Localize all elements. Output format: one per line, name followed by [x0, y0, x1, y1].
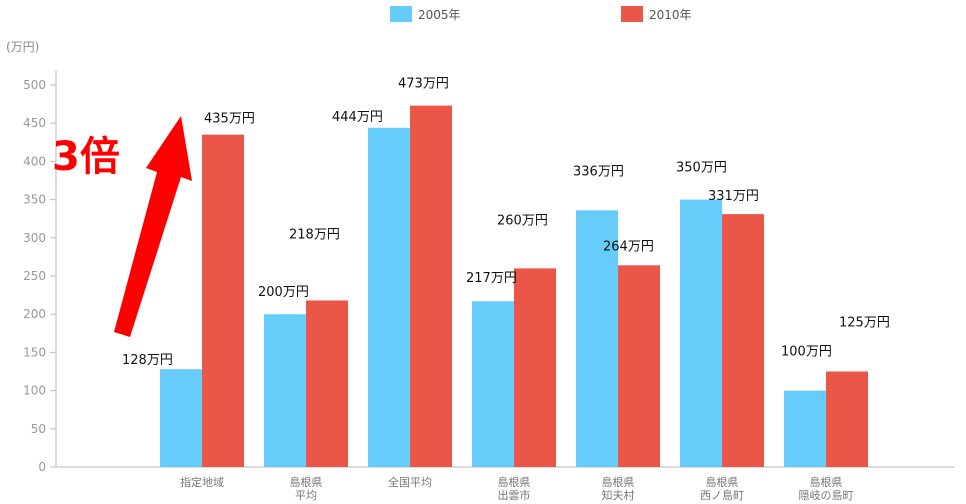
- x-tick-label: 隠岐の島町: [799, 488, 854, 502]
- data-label: 128万円: [122, 353, 173, 368]
- data-label: 200万円: [258, 285, 309, 300]
- x-tick-label: 島根県: [706, 475, 739, 489]
- bar-2005: [680, 199, 722, 467]
- bar-2005: [576, 210, 618, 467]
- y-tick-label: 0: [38, 460, 46, 474]
- bar-2005: [472, 301, 514, 467]
- x-tick-label: 全国平均: [388, 475, 432, 489]
- y-tick-label: 200: [23, 307, 46, 321]
- legend-label-2005: 2005年: [418, 8, 461, 22]
- y-axis-unit-label: (万円): [6, 40, 39, 54]
- y-tick-label: 100: [23, 384, 46, 398]
- y-tick-label: 400: [23, 154, 46, 168]
- legend-label-2010: 2010年: [649, 8, 692, 22]
- y-tick-label: 350: [23, 193, 46, 207]
- x-tick-label: 平均: [295, 489, 317, 502]
- x-tick-label: 島根県: [602, 475, 635, 489]
- bar-2005: [368, 127, 410, 467]
- legend-swatch-2005: [390, 6, 412, 22]
- bar-2010: [306, 300, 348, 467]
- bar-2010: [514, 268, 556, 467]
- y-tick-label: 450: [23, 116, 46, 130]
- x-tick-label: 知夫村: [602, 488, 635, 502]
- x-tick-label: 西ノ島町: [700, 488, 744, 502]
- data-label: 125万円: [839, 316, 890, 331]
- y-tick-label: 50: [31, 422, 46, 436]
- growth-annotation: 3倍: [52, 116, 192, 337]
- y-tick-label: 150: [23, 345, 46, 359]
- data-labels: 128万円 200万円 444万円 217万円 336万円 350万円 100万円 435万円…: [122, 77, 890, 369]
- bar-2010: [618, 265, 660, 467]
- axes: 0 50 100 150 200 250 300 350 400 450 500: [23, 70, 955, 474]
- x-tick-label: 指定地域: [180, 475, 224, 489]
- data-label: 331万円: [708, 189, 759, 204]
- x-tick-label: 島根県: [810, 475, 843, 489]
- data-label: 473万円: [398, 77, 449, 92]
- bar-2010: [202, 134, 244, 467]
- data-label: 435万円: [204, 112, 255, 127]
- annotation-text: 3倍: [52, 134, 120, 180]
- y-tick-label: 250: [23, 269, 46, 283]
- bar-2010: [410, 105, 452, 468]
- data-label: 350万円: [676, 161, 727, 176]
- x-tick-label: 島根県: [290, 475, 323, 489]
- data-label: 217万円: [466, 271, 517, 286]
- y-tick-label: 300: [23, 231, 46, 245]
- bar-2005: [264, 314, 306, 467]
- x-tick-label: 出雲市: [498, 488, 531, 502]
- bar-2010: [826, 371, 868, 467]
- bar-2005: [784, 390, 826, 467]
- bar-2010: [722, 214, 764, 467]
- data-label: 444万円: [332, 110, 383, 125]
- legend-swatch-2010: [621, 6, 643, 22]
- data-label: 100万円: [781, 345, 832, 360]
- legend: 2005年 2010年: [390, 6, 692, 22]
- bars: [160, 105, 868, 468]
- y-tick-label: 500: [23, 78, 46, 92]
- growth-arrow-icon: [114, 116, 192, 337]
- x-tick-label: 島根県: [498, 475, 531, 489]
- data-label: 260万円: [497, 213, 548, 228]
- bar-2005: [160, 369, 202, 467]
- data-label: 218万円: [289, 227, 340, 242]
- data-label: 336万円: [573, 164, 624, 179]
- data-label: 264万円: [603, 239, 654, 254]
